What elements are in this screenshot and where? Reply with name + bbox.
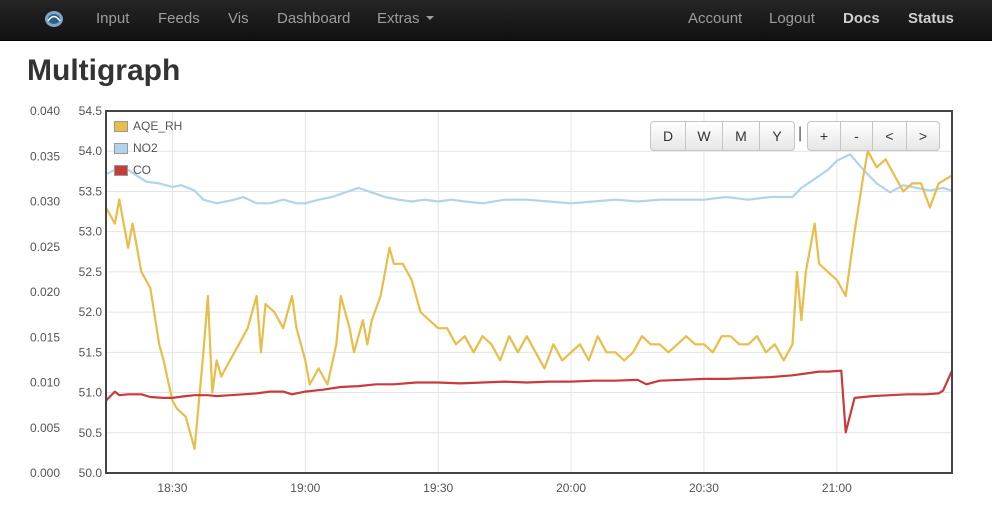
nav-vis[interactable]: Vis: [228, 10, 249, 27]
series-line-aqe-rh: [105, 150, 953, 450]
plot-frame: [105, 110, 953, 474]
caret-down-icon: [425, 16, 434, 21]
nav-extras-label: Extras: [377, 10, 420, 27]
left-axis-tick-label: 0.010: [30, 376, 60, 390]
legend-swatch-no2: [114, 143, 128, 154]
right-axis-tick-label: 50.5: [79, 426, 103, 440]
nav-input[interactable]: Input: [96, 10, 130, 27]
series-line-co: [105, 369, 954, 434]
left-axis-tick-label: 0.000: [30, 466, 60, 480]
emoncms-logo-icon[interactable]: [44, 10, 64, 28]
pan-right-button[interactable]: >: [906, 121, 940, 151]
zoom-out-button[interactable]: -: [840, 121, 873, 151]
page-title: Multigraph: [27, 54, 181, 87]
left-axis-tick-label: 0.020: [30, 285, 60, 299]
nav-logout[interactable]: Logout: [769, 10, 815, 27]
nav-status[interactable]: Status: [908, 10, 954, 27]
plot-background: [106, 111, 952, 473]
right-axis-tick-label: 53.5: [79, 184, 103, 198]
right-axis-tick-label: 51.0: [79, 386, 103, 400]
left-axis-tick-label: 0.015: [30, 330, 60, 344]
multigraph-chart[interactable]: 54.5 54.0 53.5 53.0 52.5 52.0 51.5 51.0 50.5 50.0…: [0, 95, 992, 505]
left-axis-tick-label: 0.005: [30, 421, 60, 435]
nav-account[interactable]: Account: [688, 10, 743, 27]
nav-feeds[interactable]: Feeds: [158, 10, 200, 27]
nav-dashboard[interactable]: Dashboard: [277, 10, 351, 27]
left-axis-tick-label: 0.030: [30, 195, 60, 209]
x-axis-tick-label: 20:00: [556, 481, 586, 495]
legend-label-no2: NO2: [133, 141, 158, 155]
right-axis-tick-label: 51.5: [79, 345, 103, 359]
right-axis-tick-label: 53.0: [79, 225, 103, 239]
right-axis-tick-label: 54.0: [79, 144, 103, 158]
range-week-button[interactable]: W: [685, 121, 723, 151]
x-axis-tick-label: 18:30: [157, 481, 187, 495]
right-axis-tick-label: 54.5: [79, 104, 103, 118]
legend-swatch-aqe-rh: [114, 121, 128, 132]
pan-zoom-button-group: + - < >: [807, 121, 940, 151]
range-year-button[interactable]: Y: [759, 121, 795, 151]
range-month-button[interactable]: M: [722, 121, 760, 151]
nav-extras[interactable]: Extras: [377, 0, 434, 40]
left-axis-tick-label: 0.040: [30, 104, 60, 118]
button-separator: |: [798, 125, 803, 142]
nav-docs[interactable]: Docs: [843, 10, 880, 27]
x-axis-tick-label: 19:30: [423, 481, 453, 495]
pan-left-button[interactable]: <: [872, 121, 907, 151]
x-axis-tick-label: 19:00: [290, 481, 320, 495]
top-navbar: Input Feeds Vis Dashboard Extras Account…: [0, 0, 992, 41]
x-axis-tick-label: 21:00: [822, 481, 852, 495]
right-axis-tick-label: 52.0: [79, 305, 103, 319]
range-button-group: D W M Y: [650, 121, 795, 151]
right-axis-tick-label: 50.0: [79, 466, 103, 480]
zoom-in-button[interactable]: +: [807, 121, 841, 151]
x-axis-tick-label: 20:30: [689, 481, 719, 495]
range-day-button[interactable]: D: [650, 121, 686, 151]
left-axis-tick-label: 0.035: [30, 149, 60, 163]
legend-swatch-co: [114, 165, 128, 176]
legend-label-aqe-rh: AQE_RH: [133, 119, 183, 133]
left-axis-tick-label: 0.025: [30, 240, 60, 254]
legend-label-co: CO: [133, 163, 151, 177]
right-axis-tick-label: 52.5: [79, 265, 103, 279]
series-line-no2: [105, 153, 953, 205]
